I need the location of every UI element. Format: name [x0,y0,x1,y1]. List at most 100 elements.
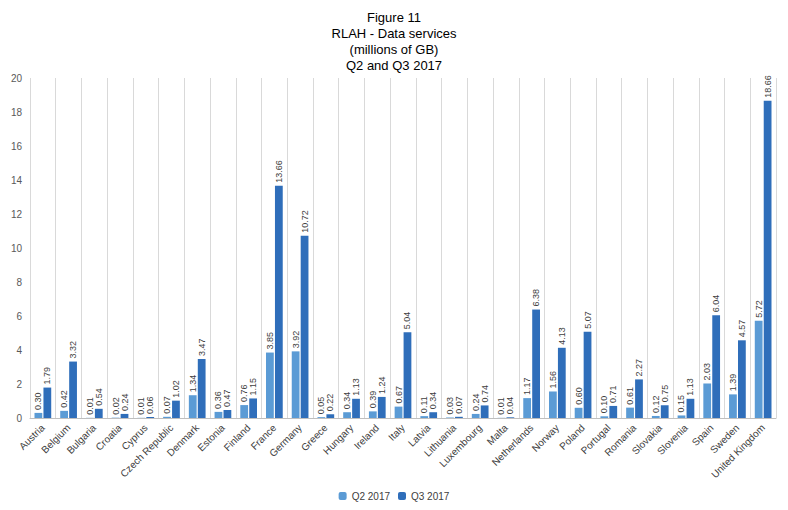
svg-text:Belgium: Belgium [39,422,73,456]
svg-text:0.02: 0.02 [110,397,121,415]
svg-text:10.72: 10.72 [300,210,310,233]
svg-text:5.72: 5.72 [754,300,764,318]
svg-text:3.47: 3.47 [197,338,207,356]
svg-text:0.24: 0.24 [120,393,130,411]
svg-text:Latvia: Latvia [406,422,433,449]
svg-text:4: 4 [16,345,22,356]
svg-text:France: France [248,422,279,452]
svg-text:RLAH - Data services: RLAH - Data services [332,26,457,41]
svg-text:3.92: 3.92 [291,331,301,349]
svg-text:18: 18 [11,107,23,118]
svg-text:Greece: Greece [298,422,330,453]
svg-text:3.32: 3.32 [68,341,78,359]
svg-text:12: 12 [11,209,23,220]
svg-text:18.66: 18.66 [763,75,773,98]
svg-text:Q2 2017: Q2 2017 [352,491,391,502]
svg-text:1.17: 1.17 [522,378,532,396]
svg-text:0.36: 0.36 [213,391,224,409]
svg-text:0.22: 0.22 [325,394,335,412]
svg-text:1.56: 1.56 [548,371,558,389]
svg-text:0.24: 0.24 [470,393,481,411]
svg-text:16: 16 [11,141,23,152]
svg-text:1.39: 1.39 [728,374,738,392]
svg-text:4.13: 4.13 [557,327,567,345]
svg-text:Figure 11: Figure 11 [367,10,421,25]
svg-text:1.24: 1.24 [377,376,387,394]
svg-text:Poland: Poland [557,422,587,452]
svg-text:0.05: 0.05 [316,396,327,415]
svg-text:Luxembourg: Luxembourg [437,422,484,469]
svg-text:0.15: 0.15 [676,395,686,413]
svg-text:2: 2 [16,379,22,390]
svg-text:Hungary: Hungary [321,422,355,456]
svg-text:0.34: 0.34 [342,391,353,410]
svg-text:(millions of GB): (millions of GB) [350,42,439,57]
svg-text:2.27: 2.27 [634,359,644,377]
svg-text:Croatia: Croatia [93,422,124,453]
svg-text:Denmark: Denmark [165,422,201,458]
svg-text:Slovenia: Slovenia [655,422,690,457]
svg-text:0.04: 0.04 [505,397,515,415]
svg-text:Sweden: Sweden [708,422,742,456]
svg-text:1.13: 1.13 [351,378,361,396]
svg-text:Estonia: Estonia [195,422,227,454]
svg-text:0.71: 0.71 [608,385,618,403]
svg-text:1.15: 1.15 [248,378,258,396]
svg-text:0.42: 0.42 [59,390,69,408]
svg-text:Malta: Malta [484,422,510,448]
svg-text:0.06: 0.06 [145,396,155,414]
svg-text:Ireland: Ireland [352,422,381,451]
svg-text:United Kingdom: United Kingdom [709,422,767,480]
svg-text:Portugal: Portugal [578,422,613,457]
svg-text:0.39: 0.39 [367,390,378,409]
svg-text:0.76: 0.76 [239,384,250,403]
svg-text:5.07: 5.07 [583,311,593,329]
svg-text:Netherlands: Netherlands [490,422,536,468]
svg-text:Spain: Spain [689,422,716,448]
svg-text:6.38: 6.38 [531,289,541,307]
svg-text:0.01: 0.01 [84,397,95,415]
svg-text:0.01: 0.01 [136,397,147,415]
svg-text:8: 8 [16,277,22,288]
svg-text:6.04: 6.04 [711,295,721,313]
svg-text:5.04: 5.04 [402,312,412,330]
svg-text:14: 14 [11,175,23,186]
svg-text:1.02: 1.02 [171,380,181,398]
svg-text:13.66: 13.66 [274,160,284,183]
svg-text:6: 6 [16,311,22,322]
svg-text:0.67: 0.67 [394,386,404,404]
svg-text:3.85: 3.85 [265,332,275,350]
svg-text:10: 10 [11,243,23,254]
svg-text:1.34: 1.34 [188,375,198,393]
svg-text:1.13: 1.13 [685,378,695,396]
svg-text:Finland: Finland [222,422,253,453]
svg-text:Austria: Austria [17,422,47,452]
svg-text:4.57: 4.57 [737,320,747,338]
svg-text:Norway: Norway [530,422,562,454]
svg-text:Q2 and Q3 2017: Q2 and Q3 2017 [346,58,442,73]
svg-text:Cyprus: Cyprus [119,422,150,453]
svg-text:0.75: 0.75 [660,385,670,403]
svg-text:0.47: 0.47 [222,389,232,407]
svg-text:Romania: Romania [602,422,639,459]
svg-text:0.60: 0.60 [574,387,584,405]
svg-text:0.30: 0.30 [33,392,43,410]
svg-text:Slovakia: Slovakia [629,422,665,457]
svg-text:Bulgaria: Bulgaria [65,422,99,456]
svg-text:0.61: 0.61 [625,387,635,405]
svg-text:Czech Republic: Czech Republic [118,422,176,480]
svg-text:Italy: Italy [386,422,407,443]
svg-text:2.03: 2.03 [702,363,712,381]
svg-text:0.07: 0.07 [162,396,172,414]
svg-text:0.54: 0.54 [94,388,104,406]
svg-text:Q3 2017: Q3 2017 [411,491,450,502]
svg-text:0.34: 0.34 [428,392,438,410]
svg-text:20: 20 [11,73,23,84]
svg-text:0: 0 [16,413,22,424]
svg-text:Germany: Germany [267,422,304,459]
svg-text:Lithuania: Lithuania [421,422,459,459]
svg-text:1.79: 1.79 [42,367,52,385]
svg-text:0.74: 0.74 [480,385,490,403]
svg-text:0.07: 0.07 [454,396,464,414]
svg-text:0.11: 0.11 [419,396,430,414]
